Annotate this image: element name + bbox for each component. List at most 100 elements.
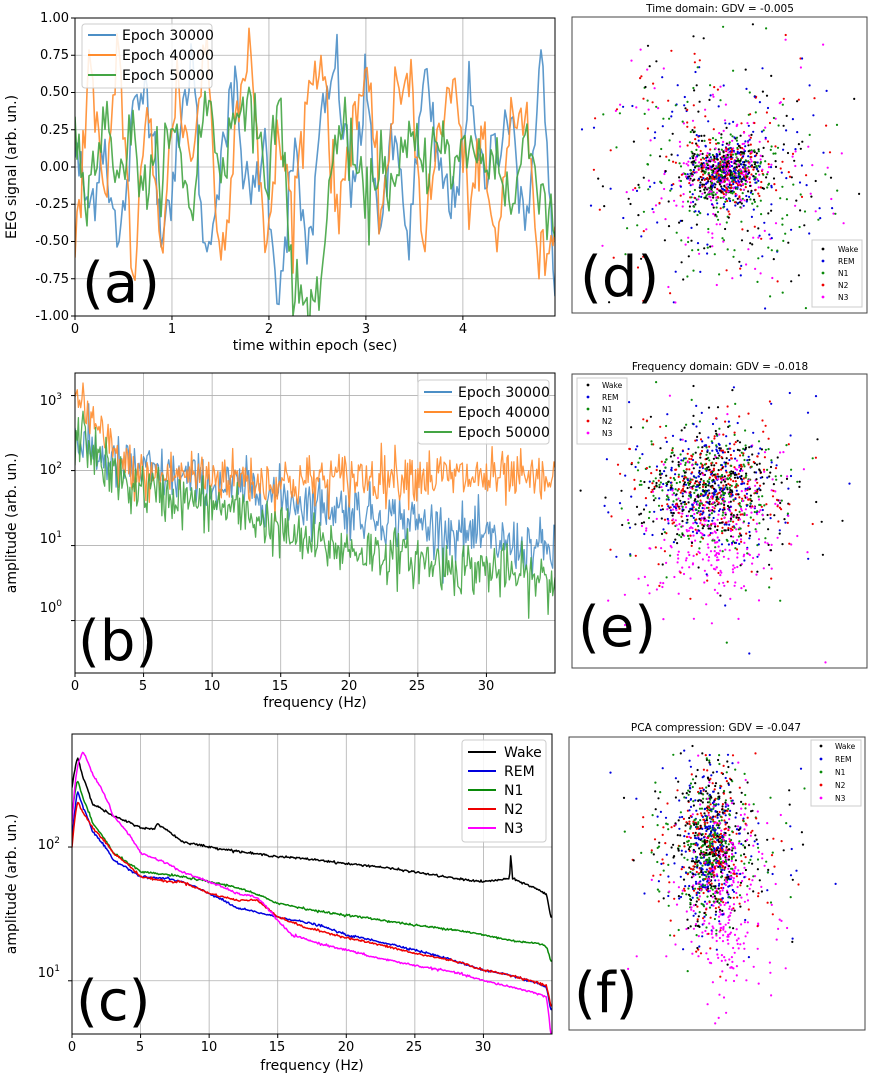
scatter-point-n1 <box>682 469 685 472</box>
scatter-point-n3 <box>717 879 720 882</box>
scatter-point-wake <box>721 811 724 814</box>
scatter-point-wake <box>714 525 717 528</box>
scatter-point-n1 <box>641 426 645 429</box>
scatter-point-rem <box>660 862 663 866</box>
scatter-point-n3 <box>736 123 739 126</box>
scatter-point-n2 <box>677 488 680 491</box>
scatter-point-rem <box>696 154 699 157</box>
scatter-point-rem <box>698 945 701 948</box>
scatter-point-n3 <box>742 173 745 176</box>
scatter-point-n1 <box>770 459 773 462</box>
scatter-point-n1 <box>723 500 726 503</box>
legend-label-n3: N3 <box>602 429 613 438</box>
scatter-point-rem <box>641 453 644 456</box>
scatter-point-wake <box>655 484 658 487</box>
scatter-point-n1 <box>834 212 837 215</box>
scatter-point-n1 <box>740 220 743 223</box>
scatter-point-n3 <box>723 516 726 520</box>
panel-c-xtick: 30 <box>475 1040 492 1055</box>
scatter-point-rem <box>710 831 713 834</box>
scatter-point-rem <box>683 104 686 107</box>
scatter-point-rem <box>731 541 734 545</box>
scatter-point-n2 <box>694 821 698 824</box>
scatter-point-n1 <box>705 757 708 760</box>
scatter-point-rem <box>704 144 707 147</box>
scatter-point-wake <box>768 475 771 478</box>
scatter-point-n1 <box>678 845 681 848</box>
scatter-point-n1 <box>687 843 690 847</box>
scatter-point-n3 <box>710 622 714 625</box>
scatter-point-wake <box>717 850 721 853</box>
scatter-point-rem <box>766 106 770 110</box>
scatter-point-n3 <box>681 438 684 441</box>
scatter-point-n2 <box>634 187 637 190</box>
scatter-point-n3 <box>718 936 722 940</box>
scatter-point-wake <box>703 842 707 845</box>
scatter-point-n3 <box>752 965 755 968</box>
scatter-point-n3 <box>755 530 758 533</box>
scatter-point-rem <box>711 826 714 829</box>
scatter-point-rem <box>673 862 676 865</box>
scatter-point-rem <box>696 485 700 488</box>
scatter-point-wake <box>638 513 641 516</box>
scatter-point-n1 <box>664 461 667 464</box>
scatter-point-n1 <box>708 759 711 762</box>
scatter-point-n3 <box>692 522 695 525</box>
panel-a-legend-box <box>81 23 213 89</box>
scatter-point-n3 <box>718 922 721 925</box>
scatter-point-n2 <box>653 485 656 488</box>
scatter-point-wake <box>687 893 691 896</box>
scatter-point-wake <box>700 792 703 795</box>
scatter-point-n3 <box>755 573 758 576</box>
scatter-point-n3 <box>729 510 732 513</box>
scatter-point-n1 <box>743 772 746 776</box>
scatter-point-n2 <box>657 479 660 482</box>
scatter-point-rem <box>806 411 810 414</box>
scatter-point-n3 <box>719 574 722 577</box>
scatter-point-n3 <box>653 87 656 90</box>
scatter-point-n1 <box>668 159 671 162</box>
scatter-point-wake <box>785 114 788 117</box>
scatter-point-n1 <box>661 489 664 492</box>
scatter-point-wake <box>677 780 680 783</box>
scatter-point-n1 <box>679 165 683 168</box>
scatter-point-n1 <box>705 875 708 878</box>
scatter-point-wake <box>717 469 720 472</box>
scatter-point-n1 <box>658 483 661 486</box>
scatter-point-wake <box>737 516 740 519</box>
scatter-point-n3 <box>742 960 745 963</box>
scatter-point-n2 <box>707 932 710 935</box>
scatter-point-n3 <box>687 497 690 500</box>
scatter-point-wake <box>635 505 639 508</box>
scatter-point-n1 <box>694 489 697 492</box>
scatter-point-n3 <box>662 67 665 70</box>
scatter-point-n3 <box>786 926 789 930</box>
scatter-point-n3 <box>688 553 691 557</box>
scatter-point-n3 <box>627 967 630 971</box>
scatter-point-rem <box>834 882 837 886</box>
scatter-point-wake <box>684 824 687 827</box>
scatter-point-n2 <box>720 449 723 452</box>
panel-a-ytick: 0.50 <box>40 85 69 100</box>
scatter-point-n3 <box>731 568 735 571</box>
scatter-point-n3 <box>698 252 701 255</box>
scatter-point-n3 <box>712 904 715 907</box>
scatter-point-wake <box>737 493 740 496</box>
scatter-point-n1 <box>715 929 718 932</box>
scatter-point-n1 <box>652 494 655 497</box>
scatter-point-n2 <box>683 887 686 890</box>
panel-b-lines <box>75 382 555 619</box>
scatter-point-n3 <box>779 451 782 454</box>
scatter-point-wake <box>730 472 733 475</box>
scatter-point-n3 <box>738 518 742 521</box>
scatter-point-rem <box>665 853 668 856</box>
scatter-point-n3 <box>745 513 749 517</box>
scatter-point-n2 <box>734 486 737 489</box>
scatter-point-n2 <box>680 515 683 518</box>
scatter-point-n3 <box>730 876 733 879</box>
scatter-point-rem <box>757 179 760 182</box>
scatter-point-wake <box>713 167 717 170</box>
scatter-point-wake <box>710 464 713 467</box>
scatter-point-n2 <box>619 472 622 475</box>
scatter-point-n3 <box>714 160 717 164</box>
